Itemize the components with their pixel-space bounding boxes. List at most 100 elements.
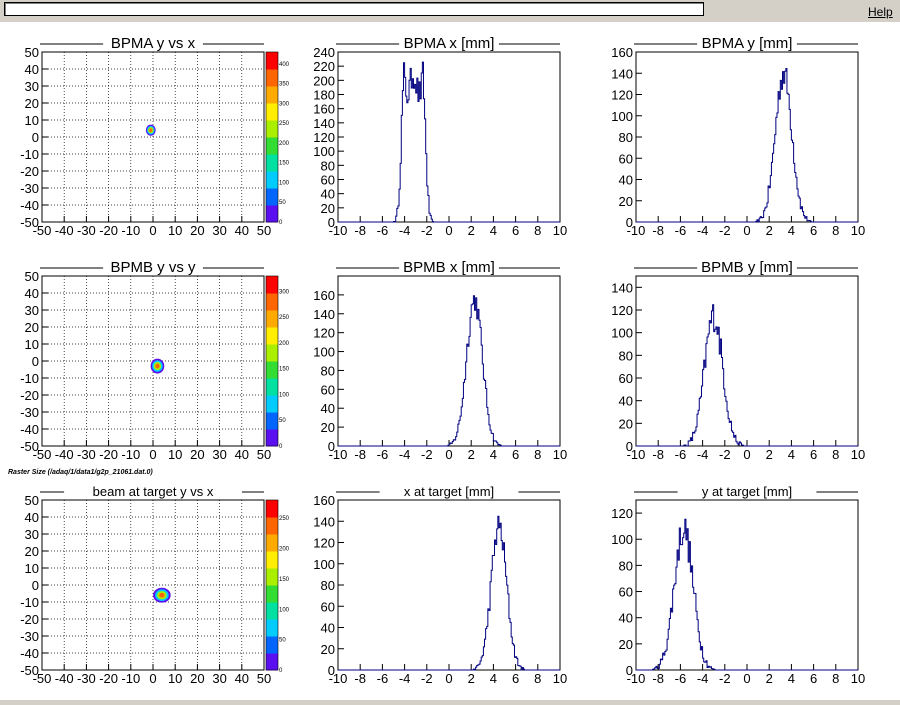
x-tick-label: 30	[212, 223, 226, 238]
palette-band	[266, 653, 278, 671]
y-tick-label: 10	[25, 113, 39, 128]
palette-band	[266, 361, 278, 379]
x-tick-label: 0	[445, 223, 452, 238]
x-tick-label: -20	[99, 447, 118, 462]
y-tick-label: 30	[25, 303, 39, 318]
y-tick-label: 80	[321, 578, 335, 593]
x-tick-label: 2	[766, 223, 773, 238]
y-tick-label: -10	[20, 147, 39, 162]
plot-frame	[635, 51, 859, 223]
x-tick-label: -6	[377, 223, 389, 238]
x-tick-label: -10	[121, 447, 140, 462]
x-tick-label: 0	[445, 447, 452, 462]
histogram-line	[636, 67, 858, 223]
x-tick-label: 0	[743, 447, 750, 462]
y-tick-label: -20	[20, 388, 39, 403]
x-tick-label: 2	[766, 447, 773, 462]
x-tick-label: 40	[235, 447, 249, 462]
palette-band	[266, 120, 278, 138]
y-tick-label: 120	[611, 303, 633, 318]
toolbar: Help	[0, 0, 900, 22]
y-tick-label: 100	[313, 345, 335, 360]
y-tick-label: 0	[32, 130, 39, 145]
x-tick-label: 6	[512, 447, 519, 462]
palette-band	[266, 602, 278, 620]
y-tick-label: 10	[25, 561, 39, 576]
x-tick-label: 20	[190, 671, 204, 686]
x-tick-label: -10	[121, 223, 140, 238]
y-tick-label: 0	[626, 439, 633, 454]
y-tick-label: 0	[328, 663, 335, 678]
x-tick-label: -2	[421, 447, 433, 462]
palette-band	[266, 103, 278, 121]
title-box	[64, 483, 242, 501]
y-tick-label: 140	[313, 307, 335, 322]
z-tick-label: 250	[279, 121, 290, 127]
y-tick-label: 10	[25, 337, 39, 352]
y-tick-label: 140	[313, 514, 335, 529]
y-tick-label: -50	[20, 215, 39, 230]
x-tick-label: 0	[743, 223, 750, 238]
x-tick-label: 2	[468, 447, 475, 462]
y-tick-label: 20	[321, 642, 335, 657]
x-tick-label: 30	[212, 447, 226, 462]
help-menu[interactable]: Help	[868, 5, 893, 19]
title-box	[103, 35, 203, 53]
beam-spot	[149, 128, 153, 132]
palette-band	[266, 310, 278, 328]
title-box	[677, 483, 817, 501]
z-tick-label: 400	[279, 62, 290, 68]
panel-title: BPMB y [mm]	[701, 259, 793, 276]
title-box	[697, 35, 797, 53]
z-tick-label: 250	[279, 315, 290, 321]
y-tick-label: 20	[321, 420, 335, 435]
x-tick-label: 8	[534, 671, 541, 686]
x-tick-label: 8	[534, 447, 541, 462]
y-tick-label: -30	[20, 405, 39, 420]
x-tick-label: -6	[675, 447, 687, 462]
x-tick-label: -30	[77, 447, 96, 462]
x-tick-label: 4	[490, 223, 497, 238]
x-tick-label: -20	[99, 671, 118, 686]
path-input[interactable]	[4, 2, 704, 16]
x-tick-label: -8	[354, 447, 366, 462]
y-tick-label: 120	[611, 88, 633, 103]
z-tick-label: 350	[279, 82, 290, 88]
panel-bpma-yx: BPMA y vs x-50 -40 -30 -20 -10 0 10 20 30 40 50-50…	[20, 35, 290, 238]
panel-title: y at target [mm]	[702, 484, 792, 499]
y-tick-label: 60	[619, 371, 633, 386]
x-tick-label: -4	[697, 447, 709, 462]
title-box	[697, 259, 797, 277]
y-tick-label: 40	[619, 394, 633, 409]
z-tick-label: 0	[279, 444, 283, 450]
y-tick-label: 40	[321, 401, 335, 416]
x-tick-label: -6	[675, 671, 687, 686]
x-tick-label: 0	[149, 223, 156, 238]
palette-band	[266, 327, 278, 345]
x-tick-label: 50	[257, 223, 271, 238]
palette-band	[266, 568, 278, 586]
y-tick-label: -40	[20, 422, 39, 437]
y-tick-label: 100	[313, 557, 335, 572]
y-tick-label: 20	[619, 194, 633, 209]
palette-band	[266, 293, 278, 311]
z-tick-label: 0	[279, 668, 283, 674]
y-tick-label: 160	[313, 288, 335, 303]
x-tick-label: -40	[55, 223, 74, 238]
palette-band	[266, 585, 278, 603]
panel-title: x at target [mm]	[404, 484, 494, 499]
x-tick-label: -50	[33, 223, 52, 238]
y-tick-label: 240	[313, 45, 335, 60]
palette-band	[266, 188, 278, 206]
y-tick-label: 160	[313, 102, 335, 117]
y-tick-label: 60	[321, 599, 335, 614]
y-tick-label: 20	[25, 96, 39, 111]
x-tick-label: -2	[719, 223, 731, 238]
x-tick-label: 0	[743, 671, 750, 686]
x-tick-label: -8	[354, 671, 366, 686]
panel-target-y: y at target [mm]-10 -8 -6 -4 -2 0 2 4 6 8 10020406…	[611, 483, 865, 686]
x-tick-label: 20	[190, 447, 204, 462]
palette-band	[266, 52, 278, 70]
x-tick-label: -2	[719, 447, 731, 462]
z-tick-label: 150	[279, 161, 290, 167]
